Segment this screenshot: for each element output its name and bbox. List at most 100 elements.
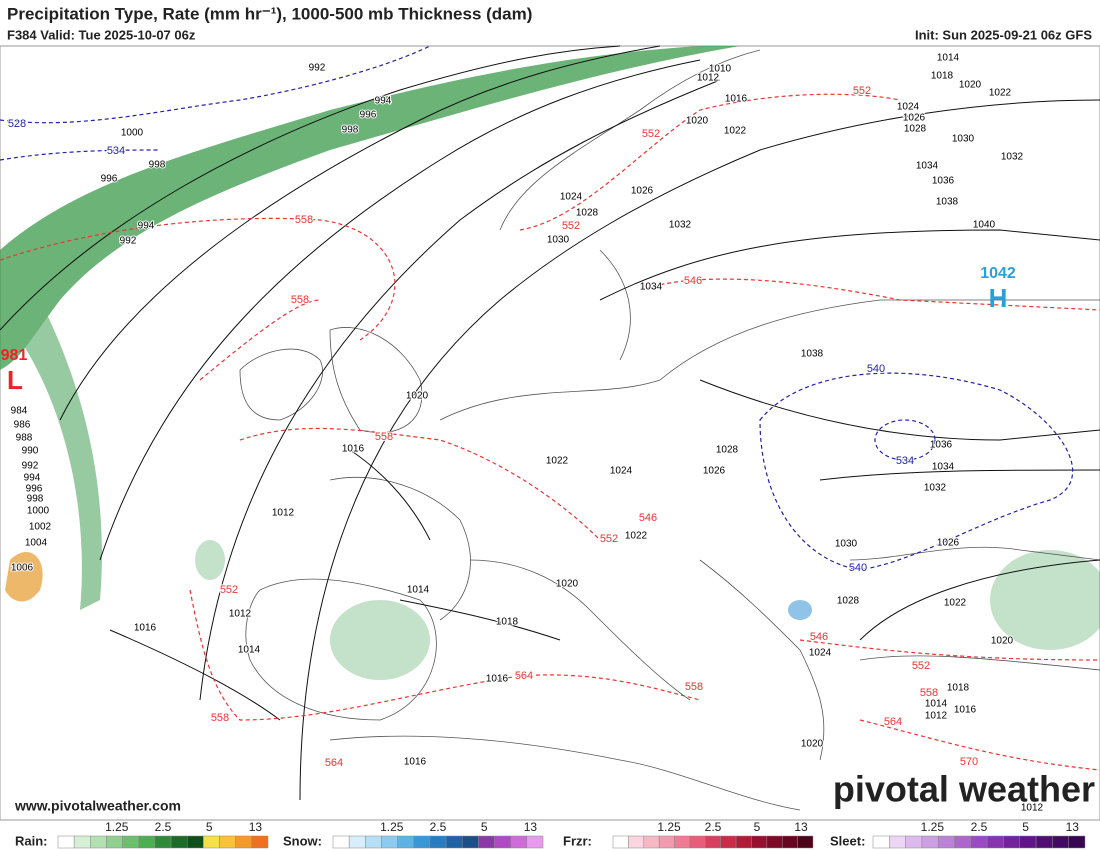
isobar-label: 1026 (937, 538, 960, 549)
isobar-label: 1018 (496, 617, 519, 628)
legend-swatch (203, 835, 220, 849)
legend-swatch (705, 835, 721, 849)
isobar-label: 1020 (959, 80, 982, 91)
isobar-label: 1004 (25, 538, 48, 549)
legend-tick: 13 (249, 820, 263, 834)
legend-swatch (872, 835, 890, 849)
isobar-label: 1014 (925, 699, 948, 710)
isobar-label: 994 (375, 96, 392, 107)
legend-swatch (251, 835, 269, 849)
legend-swatch (751, 835, 768, 849)
legend-swatch (1019, 835, 1037, 849)
isobar-label: 992 (309, 63, 326, 74)
isobar-label: 1032 (1001, 152, 1024, 163)
thickness-label: 558 (920, 687, 938, 699)
isobar-label: 1012 (697, 73, 720, 84)
legend-swatch (720, 835, 737, 849)
isobar-label: 1030 (547, 235, 570, 246)
low-pressure: 981 (1, 347, 28, 364)
isobar-label: 1000 (27, 506, 50, 517)
isobar-label: 996 (26, 484, 43, 495)
legend-swatch (219, 835, 236, 849)
isobar-label: 1028 (904, 124, 927, 135)
isobar-label: 1012 (1021, 803, 1044, 814)
thickness-label: 540 (849, 562, 867, 574)
legend-tick: 1.25 (657, 820, 681, 834)
thickness-label: 552 (562, 220, 580, 232)
thickness-label: 558 (211, 712, 229, 724)
thickness-label: 564 (325, 757, 343, 769)
isobar-label: 1024 (897, 102, 920, 113)
isobar-label: 1014 (407, 585, 430, 596)
legend-swatch (954, 835, 972, 849)
isobar-label: 988 (16, 433, 33, 444)
isobar-label: 1016 (486, 674, 509, 685)
isobar-label: 1036 (932, 176, 955, 187)
legend-swatch (628, 835, 645, 849)
isobar-label: 1024 (610, 466, 633, 477)
legend-swatch (186, 835, 204, 849)
thickness-label: 558 (295, 214, 313, 226)
high-pressure: 1042 (980, 265, 1016, 282)
legend-swatch (905, 835, 923, 849)
isobar-label: 1016 (954, 705, 977, 716)
isobar-label: 1030 (835, 539, 858, 550)
isobar-label: 1028 (716, 445, 739, 456)
legend-tick: 1.25 (105, 820, 129, 834)
isobar-label: 1038 (936, 197, 959, 208)
isobar-label: 990 (22, 446, 39, 457)
high-letter: H (989, 283, 1008, 313)
isobar-label: 1030 (952, 134, 975, 145)
isobar-label: 1022 (989, 88, 1012, 99)
thickness-label: 534 (896, 455, 914, 467)
isobar-label: 1024 (560, 192, 583, 203)
legend-swatch (478, 835, 495, 849)
legend-swatch (106, 835, 123, 849)
legend-swatch (889, 835, 906, 849)
thickness-label: 558 (685, 681, 703, 693)
isobar-label: 996 (360, 110, 377, 121)
thickness-label: 546 (810, 631, 828, 643)
website-bg (10, 796, 225, 816)
isobar-label: 998 (342, 125, 359, 136)
isobar-label: 1006 (11, 563, 34, 574)
legend-tick: 1.25 (380, 820, 404, 834)
isobar-label: 1034 (932, 462, 955, 473)
thickness-label: 558 (375, 431, 393, 443)
legend-swatch (397, 835, 415, 849)
legend-tick: 5 (1022, 820, 1029, 834)
legend-swatch (461, 835, 479, 849)
legend-tick: 1.25 (921, 820, 945, 834)
legend-swatch (643, 835, 660, 849)
legend-swatch (365, 835, 382, 849)
isobar-label: 1018 (947, 683, 970, 694)
isobar-label: 992 (22, 461, 39, 472)
legend-tick: 5 (754, 820, 761, 834)
thickness-label: 570 (960, 756, 978, 768)
legend-swatch (970, 835, 988, 849)
legend-swatch (332, 835, 350, 849)
isobar-label: 1020 (556, 579, 579, 590)
legend-swatch (797, 835, 814, 849)
legend-swatch (413, 835, 431, 849)
low-letter: L (7, 365, 23, 395)
legend-swatch (381, 835, 398, 849)
isobar-label: 994 (24, 473, 41, 484)
isobar-label: 1026 (631, 186, 654, 197)
legend-label: Snow: (283, 833, 322, 848)
thickness-label: 546 (684, 275, 702, 287)
isobar-label: 1000 (121, 128, 144, 139)
title: Precipitation Type, Rate (mm hr⁻¹), 1000… (7, 4, 532, 23)
legend-swatch (138, 835, 156, 849)
legend-swatch (1035, 835, 1053, 849)
legend-swatch (170, 835, 188, 849)
isobar-label: 1020 (686, 116, 709, 127)
legend-swatch (90, 835, 107, 849)
thickness-label: 528 (8, 118, 26, 130)
isobar-label: 1020 (991, 636, 1014, 647)
isobars (0, 45, 1100, 801)
coastlines (239, 49, 1100, 811)
legend-swatch (1003, 835, 1021, 849)
thickness-label: 552 (853, 85, 871, 97)
legend-swatch (781, 835, 798, 849)
